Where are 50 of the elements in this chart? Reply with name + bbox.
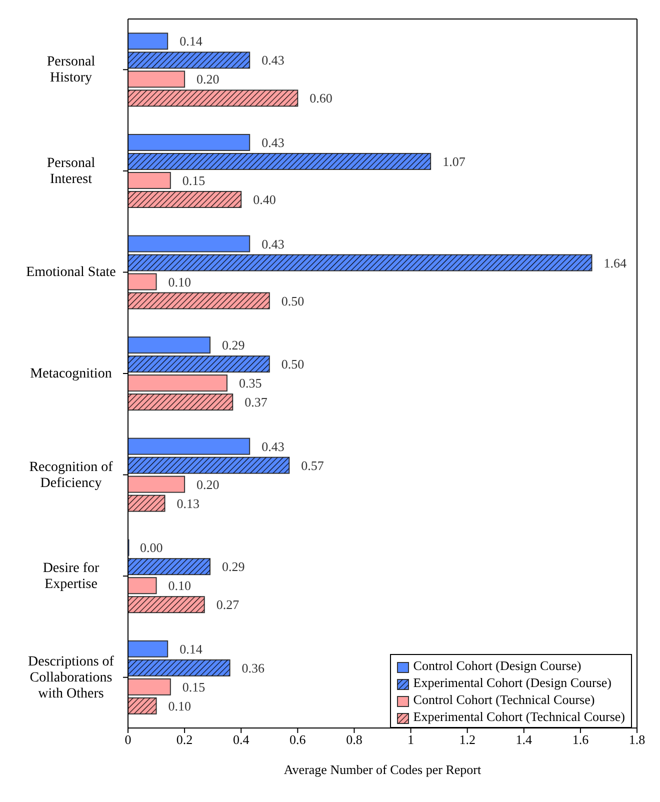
y-tick-label: Personal History <box>46 54 96 86</box>
data-label: 0.40 <box>253 192 276 207</box>
y-tick-label: Recognition of Deficiency <box>29 459 114 490</box>
x-tick-label: 0.2 <box>176 732 193 748</box>
data-label: 0.29 <box>222 338 245 353</box>
data-label: 0.35 <box>238 376 262 391</box>
x-tick-label: 1 <box>408 732 414 748</box>
data-label: 0.37 <box>244 394 268 410</box>
data-label: 0.29 <box>222 559 245 574</box>
data-label: 0.43 <box>262 438 284 454</box>
data-label: 0.10 <box>168 698 192 714</box>
data-label: 0.60 <box>310 90 332 106</box>
x-axis-title: Average Number of Codes per Report <box>284 762 482 777</box>
data-label: 0.13 <box>176 496 200 511</box>
legend-label: Experimental Cohort (Design Course) <box>412 674 612 691</box>
y-tick-label: Personal Interest <box>46 155 96 186</box>
y-tick-label: Desire for Expertise <box>42 560 100 592</box>
legend-label: Control Cohort (Technical Course) <box>412 691 596 708</box>
data-label: 0.10 <box>168 274 192 290</box>
data-label: 0.43 <box>262 52 284 68</box>
data-label: 0.14 <box>180 34 203 49</box>
y-tick-label: Metacognition <box>30 366 112 381</box>
x-tick-label: 0.4 <box>232 732 250 748</box>
data-label: 0.15 <box>182 679 206 694</box>
data-label: 0.00 <box>140 540 163 556</box>
x-tick-label: 1.2 <box>459 732 476 748</box>
y-tick-label: Emotional State <box>26 264 116 280</box>
data-label: 0.20 <box>196 476 220 492</box>
data-label: 0.50 <box>281 293 304 308</box>
data-label: 0.50 <box>281 356 304 372</box>
x-tick-label: 1.6 <box>572 732 590 748</box>
data-label: 0.10 <box>168 578 192 594</box>
data-label: 0.20 <box>196 72 220 87</box>
y-tick-label: Descriptions of Collaborations with Others <box>28 654 114 701</box>
data-label: 0.43 <box>262 134 284 150</box>
x-tick-label: 1.4 <box>516 732 533 748</box>
x-tick-label: 1.8 <box>628 732 646 748</box>
data-label: 0.57 <box>301 458 324 473</box>
data-label: 0.14 <box>180 641 203 656</box>
data-label: 1.07 <box>442 154 466 169</box>
data-label: 0.15 <box>182 172 206 188</box>
legend-label: Experimental Cohort (Technical Course) <box>412 708 625 725</box>
legend-label: Control Cohort (Design Course) <box>412 657 582 674</box>
data-label: 0.27 <box>216 597 240 612</box>
data-label: 1.64 <box>604 255 628 270</box>
data-label: 0.43 <box>262 236 284 252</box>
x-tick-label: 0.6 <box>290 732 306 748</box>
x-tick-label: 0 <box>124 732 132 748</box>
x-tick-label: 0.8 <box>346 732 362 748</box>
data-label: 0.36 <box>242 660 266 676</box>
